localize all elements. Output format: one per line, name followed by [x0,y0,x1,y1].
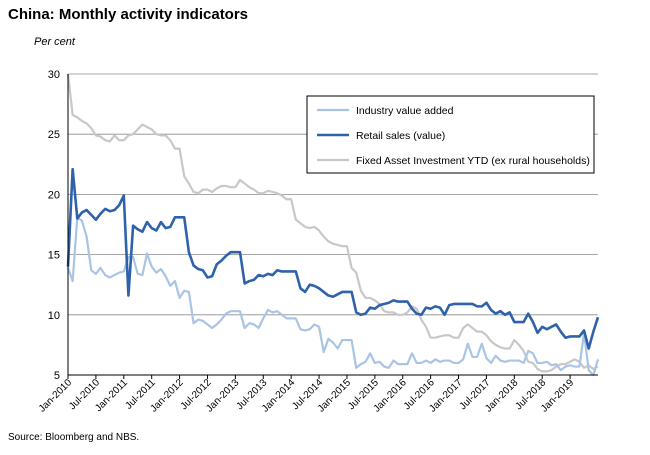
y-axis-label: Per cent [34,36,75,48]
series-line-retail-sales-value- [66,167,600,350]
series-line-fixed-asset-investment-ytd-ex-rural-households- [66,73,599,373]
chart-title: China: Monthly activity indicators [8,6,249,23]
legend-label-2: Fixed Asset Investment YTD (ex rural hou… [356,155,590,167]
y-tick-labels: 5 10 15 20 25 30 [48,69,60,382]
series-line-industry-value-added [66,216,600,377]
legend: Industry value added Retail sales (value)… [306,95,595,174]
legend-label-1: Retail sales (value) [356,130,445,142]
legend-label-0: Industry value added [356,105,454,117]
y-tick-label-10: 10 [48,310,60,322]
axes [67,74,598,379]
y-tick-label-25: 25 [48,129,60,141]
x-tick-label-Jan-2010: Jan-2010 [37,377,75,415]
series-lines [66,73,600,377]
y-tick-label-5: 5 [54,370,60,382]
y-tick-label-15: 15 [48,250,60,262]
source-note: Source: Bloomberg and NBS. [8,432,140,443]
x-tick-labels: Jan-2010Jul-2010Jan-2011Jul-2011Jan-2012… [37,377,577,415]
y-tick-label-20: 20 [48,189,60,201]
y-tick-label-30: 30 [48,69,60,81]
legend-box [306,95,595,174]
